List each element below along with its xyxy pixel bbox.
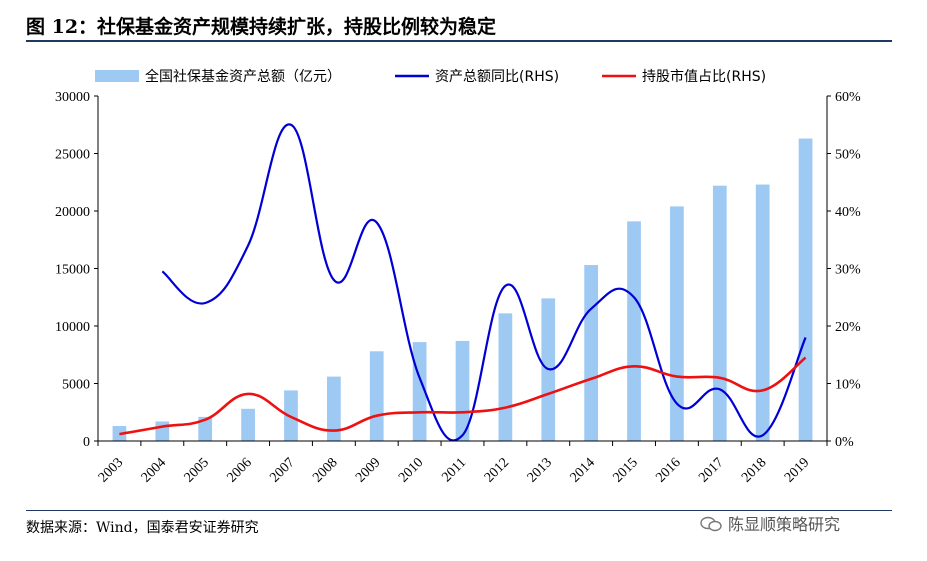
bar-2005 <box>198 416 213 441</box>
y-left-tick-label: 10000 <box>55 320 90 335</box>
y-left-tick-label: 0 <box>83 435 90 450</box>
x-tick-label: 2014 <box>568 455 598 485</box>
equity-share-line <box>119 356 807 436</box>
y-right-tick-label: 40% <box>835 205 861 220</box>
y-right-tick-label: 10% <box>835 378 861 393</box>
watermark-text: 陈显顺策略研究 <box>728 515 841 534</box>
y-right-tick-label: 20% <box>835 320 861 335</box>
y-right-tick-label: 30% <box>835 263 861 278</box>
y-left-tick-label: 30000 <box>55 90 90 105</box>
x-tick-label: 2010 <box>396 455 426 485</box>
bar-2017 <box>712 185 727 441</box>
bar-2018 <box>755 184 770 442</box>
legend-label: 资产总额同比(RHS) <box>435 69 559 85</box>
x-tick-label: 2013 <box>525 455 555 485</box>
y-left-tick-label: 5000 <box>62 378 90 393</box>
y-left-tick-label: 15000 <box>55 263 90 278</box>
x-tick-label: 2011 <box>439 455 469 485</box>
legend-label: 持股市值占比(RHS) <box>642 68 766 85</box>
y-left-tick-label: 25000 <box>55 148 90 163</box>
y-right-tick-label: 60% <box>835 90 861 105</box>
bar-2004 <box>155 421 170 441</box>
bar-2016 <box>670 206 684 441</box>
bar-2014 <box>584 265 599 441</box>
legend-swatch-bar <box>95 70 139 82</box>
watermark: 陈显顺策略研究 <box>700 511 840 535</box>
y-right-tick-label: 0% <box>835 435 854 450</box>
bar-2006 <box>241 408 255 441</box>
bar-2019 <box>798 138 813 442</box>
x-tick-label: 2015 <box>610 455 640 485</box>
x-tick-label: 2004 <box>139 455 169 485</box>
figure-title: 图 12：社保基金资产规模持续扩张，持股比例较为稳定 <box>26 16 497 38</box>
x-tick-label: 2003 <box>96 455 126 485</box>
x-tick-label: 2006 <box>225 455 255 485</box>
bar-2015 <box>627 221 641 441</box>
x-tick-label: 2017 <box>696 455 726 485</box>
source-divider <box>26 510 892 511</box>
x-tick-label: 2016 <box>653 455 683 485</box>
x-tick-label: 2008 <box>310 455 340 485</box>
bar-2009 <box>369 351 384 441</box>
x-tick-label: 2007 <box>267 455 297 485</box>
x-tick-label: 2019 <box>782 455 812 485</box>
y-left-tick-label: 20000 <box>55 205 90 220</box>
x-tick-label: 2012 <box>482 455 512 485</box>
y-right-tick-label: 50% <box>835 148 861 163</box>
bar-2012 <box>498 313 513 441</box>
title-bar: 图 12：社保基金资产规模持续扩张，持股比例较为稳定 <box>26 8 892 42</box>
x-tick-label: 2005 <box>182 455 212 485</box>
asset-growth-line <box>161 123 807 442</box>
x-tick-label: 2009 <box>353 455 383 485</box>
source-note: 数据来源：Wind，国泰君安证券研究 <box>26 520 259 536</box>
bar-2011 <box>455 340 470 441</box>
x-tick-label: 2018 <box>739 455 769 485</box>
wechat-icon <box>700 516 722 532</box>
legend-label: 全国社保基金资产总额（亿元） <box>145 68 341 85</box>
bar-2008 <box>326 376 341 441</box>
